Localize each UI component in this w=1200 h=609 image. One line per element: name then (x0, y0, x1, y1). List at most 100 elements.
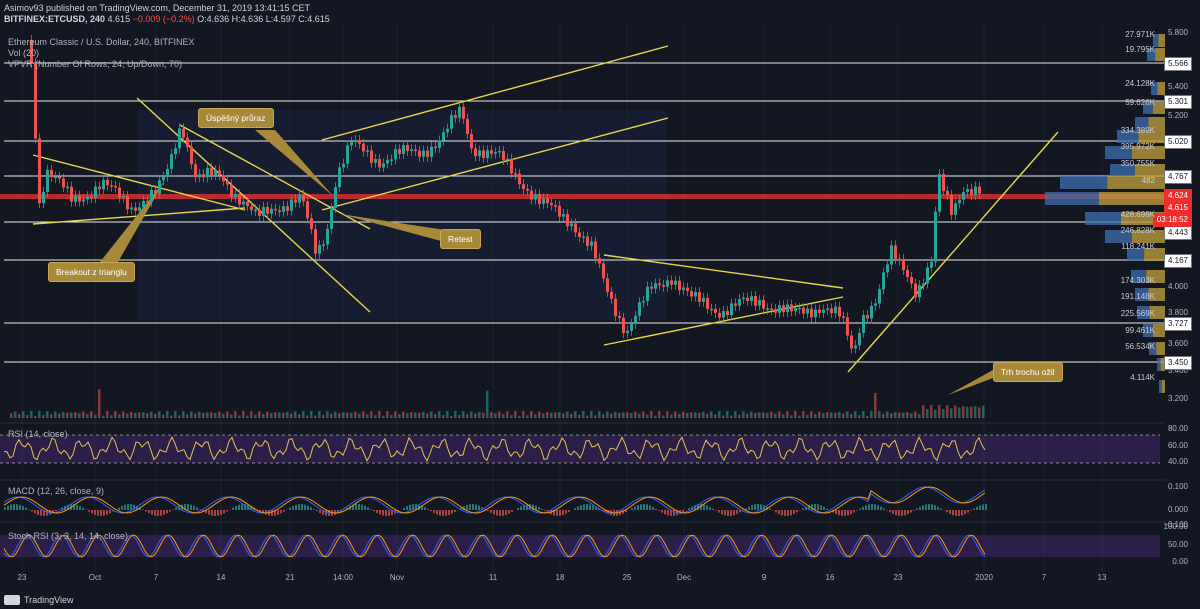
candle (222, 175, 225, 182)
volume-bar (106, 411, 109, 418)
macd-histogram (841, 510, 843, 516)
annotation-breakout[interactable]: Breakout z trianglu (48, 262, 135, 282)
volume-bar (814, 413, 817, 418)
volume-bar (102, 415, 105, 418)
volume-bar (46, 411, 49, 418)
annotation-trh-ozil[interactable]: Trh trochu ožil (993, 362, 1063, 382)
macd-histogram (559, 510, 561, 516)
macd-histogram (25, 507, 27, 510)
macd-histogram (739, 510, 741, 513)
countdown-tag: 03:18:52 (1152, 213, 1192, 227)
annotation-pointer (340, 214, 445, 242)
level-tag: 5.020 (1163, 135, 1192, 149)
volume-bar (690, 412, 693, 418)
candle (550, 203, 553, 206)
macd-histogram (751, 505, 753, 510)
candle (330, 207, 333, 229)
vpvr-area (137, 110, 667, 320)
candle (654, 283, 657, 289)
vpvr-bar-down (1138, 130, 1165, 143)
trend-line (136, 97, 371, 313)
macd-histogram (919, 506, 921, 510)
volume-bar (906, 411, 909, 418)
volume-bar (818, 411, 821, 418)
volume-bar (510, 414, 513, 418)
volume-bar (194, 413, 197, 418)
vpvr-bar-down (1149, 306, 1165, 319)
candle (586, 236, 589, 246)
candle (902, 258, 905, 270)
volume-bar (726, 411, 729, 418)
candle (978, 186, 981, 194)
annotation-uspesny-pruraz[interactable]: Úspěšný průraz (198, 108, 274, 128)
macd-histogram (283, 510, 285, 512)
volume-bar (982, 405, 985, 418)
volume-bar (778, 411, 781, 418)
candle (930, 261, 933, 268)
candle (318, 245, 321, 254)
price-chart[interactable] (0, 24, 1200, 594)
volume-bar (150, 411, 153, 418)
volume-bar (526, 415, 529, 418)
macd-histogram (424, 507, 426, 510)
annotation-retest[interactable]: Retest (440, 229, 481, 249)
macd-histogram (823, 506, 825, 510)
macd-histogram (310, 507, 312, 510)
macd-histogram (421, 505, 423, 510)
candle (358, 140, 361, 144)
volume-bar (834, 412, 837, 418)
volume-bar (858, 415, 861, 418)
macd-histogram (511, 510, 513, 512)
macd-histogram (217, 510, 219, 516)
volume-bar (478, 411, 481, 418)
candle (54, 176, 57, 179)
volume-bar (878, 411, 881, 418)
macd-histogram (214, 510, 216, 516)
volume-bar (34, 415, 37, 418)
candle (838, 306, 841, 317)
volume-bar (322, 414, 325, 418)
volume-bar (58, 413, 61, 418)
volume-bar (350, 412, 353, 418)
candle (78, 195, 81, 202)
candle (490, 150, 493, 154)
macd-histogram (352, 504, 354, 510)
volume-bar (406, 413, 409, 418)
macd-histogram (157, 510, 159, 516)
macd-histogram (340, 510, 342, 512)
volume-bar (466, 414, 469, 418)
vol-label: Vol (20) (8, 48, 40, 58)
volume-bar (430, 411, 433, 418)
macd-histogram (100, 510, 102, 516)
macd-histogram (307, 505, 309, 510)
candle (946, 190, 949, 196)
volume-bar (686, 412, 689, 418)
macd-histogram (412, 504, 414, 510)
macd-histogram (418, 504, 420, 510)
candle (806, 308, 809, 314)
volume-bar (366, 414, 369, 418)
candle (354, 140, 357, 142)
vpvr-bar-down (1146, 270, 1165, 283)
rsi-tick: 80.00 (1167, 424, 1188, 433)
volume-bar (234, 411, 237, 418)
candle (42, 191, 45, 204)
macd-histogram (637, 505, 639, 510)
volume-bar (362, 411, 365, 418)
macd-histogram (925, 504, 927, 510)
price-tick: 5.200 (1167, 111, 1188, 120)
stoch-tick: 100.00 (1163, 522, 1188, 531)
macd-histogram (877, 505, 879, 510)
macd-histogram (316, 510, 318, 512)
candle (218, 170, 221, 176)
macd-histogram (187, 504, 189, 510)
macd-histogram (454, 510, 456, 512)
vpvr-bar-up (1105, 146, 1132, 159)
candle (362, 143, 365, 152)
candle (238, 194, 241, 205)
macd-histogram (433, 510, 435, 513)
macd-histogram (718, 510, 720, 513)
candle (334, 187, 337, 208)
volume-bar (494, 413, 497, 418)
macd-histogram (682, 510, 684, 513)
